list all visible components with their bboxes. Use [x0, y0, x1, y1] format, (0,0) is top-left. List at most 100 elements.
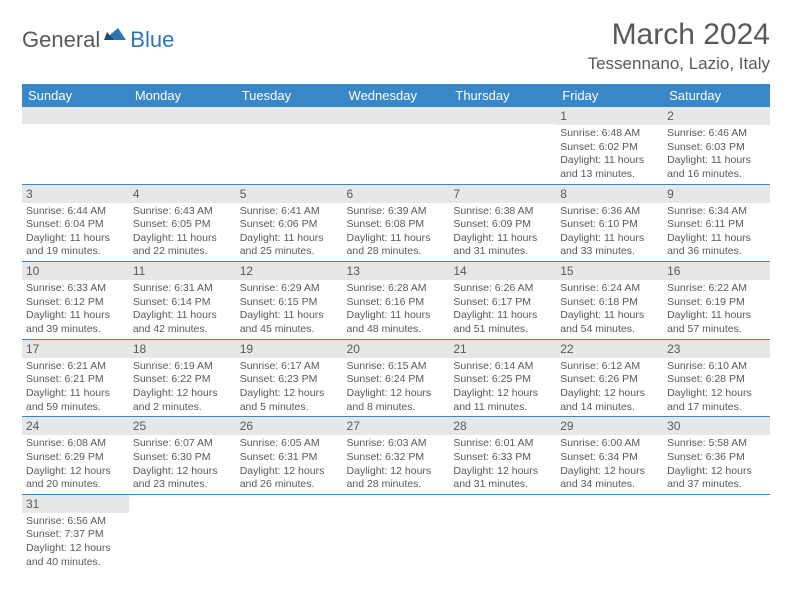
detail-line: Sunrise: 6:19 AM	[133, 360, 232, 374]
calendar-cell: 18Sunrise: 6:19 AMSunset: 6:22 PMDayligh…	[129, 339, 236, 417]
calendar-week: 1Sunrise: 6:48 AMSunset: 6:02 PMDaylight…	[22, 107, 770, 184]
day-header: Monday	[129, 84, 236, 107]
detail-line: Sunset: 6:24 PM	[347, 373, 446, 387]
calendar-week: 3Sunrise: 6:44 AMSunset: 6:04 PMDaylight…	[22, 184, 770, 262]
detail-line: and 22 minutes.	[133, 245, 232, 259]
day-number	[556, 495, 663, 512]
day-details: Sunrise: 6:22 AMSunset: 6:19 PMDaylight:…	[663, 280, 770, 339]
detail-line: Sunrise: 6:01 AM	[453, 437, 552, 451]
detail-line: and 28 minutes.	[347, 245, 446, 259]
logo-text-1: General	[22, 27, 100, 53]
day-details: Sunrise: 6:43 AMSunset: 6:05 PMDaylight:…	[129, 203, 236, 262]
day-number: 8	[556, 185, 663, 203]
calendar-cell: 9Sunrise: 6:34 AMSunset: 6:11 PMDaylight…	[663, 184, 770, 262]
detail-line: Daylight: 11 hours	[133, 309, 232, 323]
logo-text-2: Blue	[130, 27, 174, 53]
detail-line: Sunset: 6:19 PM	[667, 296, 766, 310]
day-number: 12	[236, 262, 343, 280]
detail-line: Sunset: 7:37 PM	[26, 528, 125, 542]
calendar-cell: 6Sunrise: 6:39 AMSunset: 6:08 PMDaylight…	[343, 184, 450, 262]
day-header: Wednesday	[343, 84, 450, 107]
day-number: 2	[663, 107, 770, 125]
day-number: 28	[449, 417, 556, 435]
detail-line: Sunrise: 6:56 AM	[26, 515, 125, 529]
detail-line: and 5 minutes.	[240, 401, 339, 415]
detail-line: Sunrise: 6:22 AM	[667, 282, 766, 296]
calendar-cell	[556, 494, 663, 571]
detail-line: Sunrise: 6:41 AM	[240, 205, 339, 219]
detail-line: Sunrise: 6:44 AM	[26, 205, 125, 219]
detail-line: Sunset: 6:32 PM	[347, 451, 446, 465]
detail-line: Sunset: 6:16 PM	[347, 296, 446, 310]
day-number: 17	[22, 340, 129, 358]
day-number	[129, 107, 236, 124]
detail-line: Sunset: 6:15 PM	[240, 296, 339, 310]
calendar-week: 17Sunrise: 6:21 AMSunset: 6:21 PMDayligh…	[22, 339, 770, 417]
detail-line: and 16 minutes.	[667, 168, 766, 182]
calendar-cell: 3Sunrise: 6:44 AMSunset: 6:04 PMDaylight…	[22, 184, 129, 262]
detail-line: Sunrise: 6:15 AM	[347, 360, 446, 374]
day-header: Tuesday	[236, 84, 343, 107]
detail-line: and 51 minutes.	[453, 323, 552, 337]
detail-line: Sunset: 6:12 PM	[26, 296, 125, 310]
detail-line: and 39 minutes.	[26, 323, 125, 337]
day-number: 29	[556, 417, 663, 435]
detail-line: Sunrise: 6:48 AM	[560, 127, 659, 141]
day-number: 14	[449, 262, 556, 280]
calendar-cell	[129, 107, 236, 184]
detail-line: Sunset: 6:21 PM	[26, 373, 125, 387]
location: Tessennano, Lazio, Italy	[588, 54, 770, 74]
detail-line: Daylight: 12 hours	[560, 387, 659, 401]
detail-line: and 20 minutes.	[26, 478, 125, 492]
day-number: 7	[449, 185, 556, 203]
calendar-cell	[449, 494, 556, 571]
detail-line: Sunrise: 6:26 AM	[453, 282, 552, 296]
day-number: 3	[22, 185, 129, 203]
detail-line: Sunset: 6:05 PM	[133, 218, 232, 232]
detail-line: Daylight: 11 hours	[26, 309, 125, 323]
day-details: Sunrise: 6:29 AMSunset: 6:15 PMDaylight:…	[236, 280, 343, 339]
day-details: Sunrise: 6:26 AMSunset: 6:17 PMDaylight:…	[449, 280, 556, 339]
day-number: 10	[22, 262, 129, 280]
detail-line: Sunrise: 6:07 AM	[133, 437, 232, 451]
detail-line: Sunrise: 6:00 AM	[560, 437, 659, 451]
detail-line: Daylight: 12 hours	[667, 387, 766, 401]
day-details: Sunrise: 6:44 AMSunset: 6:04 PMDaylight:…	[22, 203, 129, 262]
detail-line: Sunset: 6:23 PM	[240, 373, 339, 387]
day-details: Sunrise: 6:07 AMSunset: 6:30 PMDaylight:…	[129, 435, 236, 494]
detail-line: Daylight: 12 hours	[240, 465, 339, 479]
day-details: Sunrise: 6:21 AMSunset: 6:21 PMDaylight:…	[22, 358, 129, 417]
calendar-cell	[449, 107, 556, 184]
calendar-cell: 4Sunrise: 6:43 AMSunset: 6:05 PMDaylight…	[129, 184, 236, 262]
calendar-cell: 7Sunrise: 6:38 AMSunset: 6:09 PMDaylight…	[449, 184, 556, 262]
calendar-cell: 21Sunrise: 6:14 AMSunset: 6:25 PMDayligh…	[449, 339, 556, 417]
calendar-cell: 23Sunrise: 6:10 AMSunset: 6:28 PMDayligh…	[663, 339, 770, 417]
calendar-cell: 25Sunrise: 6:07 AMSunset: 6:30 PMDayligh…	[129, 417, 236, 495]
calendar-cell: 15Sunrise: 6:24 AMSunset: 6:18 PMDayligh…	[556, 262, 663, 340]
calendar-cell: 10Sunrise: 6:33 AMSunset: 6:12 PMDayligh…	[22, 262, 129, 340]
detail-line: Sunset: 6:30 PM	[133, 451, 232, 465]
detail-line: and 48 minutes.	[347, 323, 446, 337]
day-number	[343, 107, 450, 124]
day-number	[449, 107, 556, 124]
detail-line: and 23 minutes.	[133, 478, 232, 492]
calendar-cell: 2Sunrise: 6:46 AMSunset: 6:03 PMDaylight…	[663, 107, 770, 184]
detail-line: Daylight: 11 hours	[26, 232, 125, 246]
day-details: Sunrise: 6:14 AMSunset: 6:25 PMDaylight:…	[449, 358, 556, 417]
detail-line: Daylight: 12 hours	[240, 387, 339, 401]
detail-line: Sunset: 6:29 PM	[26, 451, 125, 465]
detail-line: Daylight: 11 hours	[560, 232, 659, 246]
day-number: 27	[343, 417, 450, 435]
day-number	[343, 495, 450, 512]
detail-line: Daylight: 12 hours	[133, 387, 232, 401]
day-number: 25	[129, 417, 236, 435]
day-details: Sunrise: 6:36 AMSunset: 6:10 PMDaylight:…	[556, 203, 663, 262]
day-details: Sunrise: 6:34 AMSunset: 6:11 PMDaylight:…	[663, 203, 770, 262]
detail-line: and 45 minutes.	[240, 323, 339, 337]
day-number	[22, 107, 129, 124]
calendar-cell	[343, 494, 450, 571]
calendar-cell: 17Sunrise: 6:21 AMSunset: 6:21 PMDayligh…	[22, 339, 129, 417]
calendar-week: 10Sunrise: 6:33 AMSunset: 6:12 PMDayligh…	[22, 262, 770, 340]
detail-line: Sunrise: 6:12 AM	[560, 360, 659, 374]
detail-line: Daylight: 11 hours	[560, 309, 659, 323]
